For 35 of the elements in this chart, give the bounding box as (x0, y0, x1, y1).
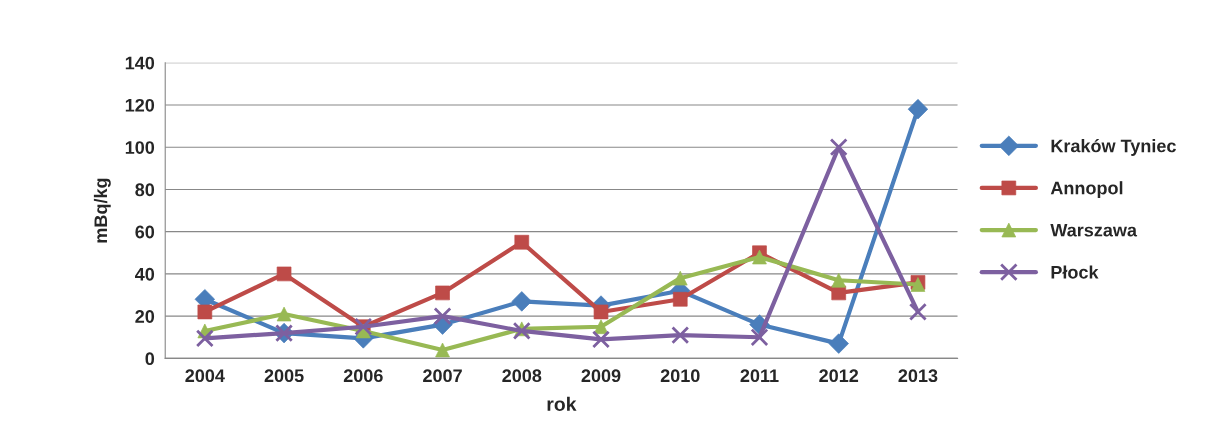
legend-label: Annopol (1050, 181, 1123, 198)
y-tick-label: 140 (125, 56, 155, 70)
x-tick-label: 2008 (502, 369, 542, 383)
y-tick-label: 40 (135, 267, 155, 281)
x-axis-title: rok (547, 396, 577, 412)
point (750, 328, 769, 347)
x-tick-label: 2007 (423, 369, 462, 383)
x-tick-label: 2010 (660, 369, 700, 383)
legend-label: Kraków Tyniec (1051, 138, 1176, 156)
point (195, 329, 214, 348)
point (514, 234, 530, 250)
legend-label: Płock (1051, 265, 1099, 279)
point (433, 307, 452, 326)
x-tick-label: 2011 (740, 369, 779, 383)
x-tick-label: 2006 (343, 369, 383, 383)
y-tick-label: 0 (145, 352, 155, 366)
y-tick-label: 100 (125, 141, 155, 154)
y-tick-label: 60 (135, 225, 155, 239)
x-tick-label: 2004 (185, 369, 225, 383)
x-tick-label: 2009 (581, 369, 621, 383)
point (591, 330, 611, 349)
x-tick-label: 2013 (898, 369, 938, 383)
x-tick-label: 2005 (264, 369, 304, 383)
point (829, 138, 848, 157)
y-tick-label: 20 (135, 310, 155, 323)
point (671, 326, 690, 345)
point (828, 333, 849, 354)
y-tick-label: 80 (135, 183, 155, 197)
point (593, 304, 609, 320)
legend-label: Warszawa (1050, 223, 1138, 237)
y-tick-label: 120 (125, 98, 155, 112)
x-tick-label: 2012 (819, 369, 859, 383)
y-axis-title: mBq/kg (93, 178, 111, 243)
point (672, 291, 688, 307)
point (908, 302, 927, 321)
